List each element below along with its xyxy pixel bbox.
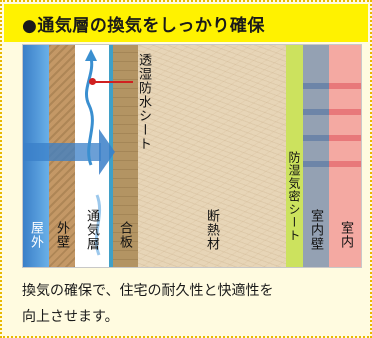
interior-wall-stripe <box>303 161 329 167</box>
callout-leader-line <box>93 81 133 83</box>
interior-wall-layer <box>303 45 329 267</box>
inside-stripe <box>329 83 361 89</box>
interior-wall-stripe <box>303 135 329 141</box>
outside-label: 屋外 <box>28 221 43 249</box>
inside-layer <box>329 45 361 267</box>
interior-wall-stripe <box>303 109 329 115</box>
plywood-label: 合板 <box>117 221 132 249</box>
interior-wall-label: 室内壁 <box>308 209 323 251</box>
exterior-wall-label: 外壁 <box>54 221 69 249</box>
vapor-barrier-label: 防湿気密シート <box>287 151 301 242</box>
title-bar: ●通気層の換気をしっかり確保 <box>4 4 368 42</box>
airflow-arrow-body <box>23 143 101 161</box>
inside-stripe <box>329 161 361 167</box>
interior-wall-stripe <box>303 83 329 89</box>
inside-label: 室内 <box>338 221 353 249</box>
insulation-layer <box>138 45 286 267</box>
wall-cross-section-diagram: 透湿防水シート 屋外 外壁 通気層 合板 断熱材 防湿気密シート 室内壁 室内 <box>22 44 362 268</box>
breathable-membrane-label: 透湿防水シート <box>136 53 151 151</box>
insulation-label: 断熱材 <box>204 209 219 251</box>
card-title: ●通気層の換気をしっかり確保 <box>22 15 265 36</box>
updraft-arrows-icon <box>85 49 102 256</box>
inside-stripe <box>329 135 361 141</box>
airflow-arrow-head <box>99 129 115 175</box>
inside-stripe <box>329 109 361 115</box>
callout-leader-dot <box>89 78 96 85</box>
vapor-barrier-layer <box>286 45 303 267</box>
description-text: 換気の確保で、住宅の耐久性と快適性を 向上させます。 <box>22 283 274 325</box>
air-layer-label: 通気層 <box>84 209 99 251</box>
